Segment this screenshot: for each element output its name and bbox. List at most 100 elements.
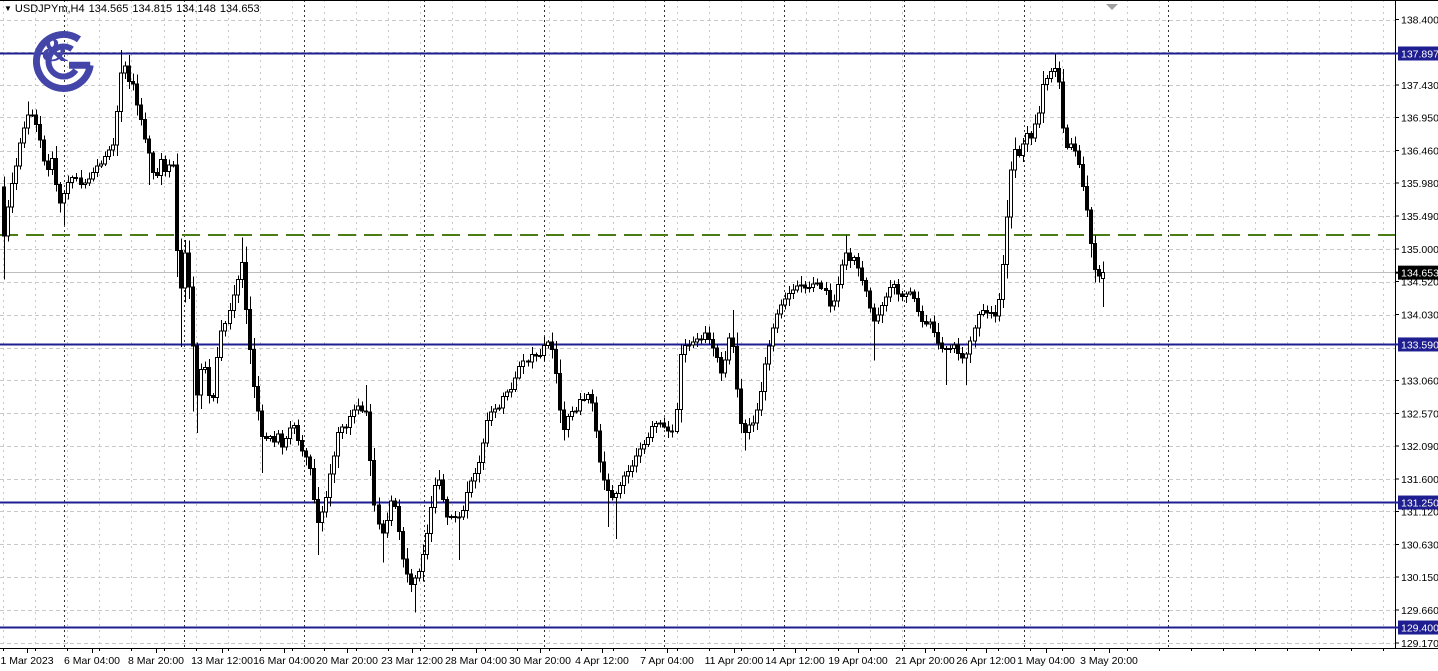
candle-body <box>397 505 401 533</box>
candle-body <box>815 282 819 285</box>
time-axis-label: 11 Apr 20:00 <box>705 655 764 667</box>
candle-body <box>566 416 570 430</box>
candle-body <box>147 138 151 154</box>
chart-header: ▼ USDJPYm,H4 134.565 134.815 134.148 134.653 <box>4 3 264 15</box>
candle-body <box>401 531 405 560</box>
candle-body <box>62 192 66 204</box>
time-axis-label: 14 Apr 12:00 <box>765 655 825 667</box>
candle-body <box>558 372 562 411</box>
candle-body <box>622 475 626 487</box>
price-axis[interactable]: 138.400 137.430 136.950 136.460 135.980 135.4… <box>1395 15 1438 651</box>
candle-body <box>509 388 513 393</box>
candle-body <box>723 359 727 374</box>
candle-body <box>469 480 473 494</box>
candle-body <box>707 332 711 340</box>
candle-body <box>143 118 147 140</box>
logo-outer-g-arc <box>32 30 94 92</box>
candle-body <box>562 409 566 430</box>
candle-body <box>683 345 687 356</box>
broker-watermark-logo: & <box>32 30 94 92</box>
candle-body <box>799 284 803 287</box>
candle-body <box>103 156 107 165</box>
grid-lines <box>0 0 1395 648</box>
candle-body <box>377 504 381 525</box>
candle-body <box>670 430 674 433</box>
candle-body <box>618 485 622 494</box>
candle-body <box>695 338 699 343</box>
candle-body <box>900 293 904 297</box>
candle-body <box>1077 150 1081 166</box>
candle-body <box>614 492 618 498</box>
candle-body <box>381 523 385 534</box>
time-axis-label: 16 Mar 04:00 <box>253 655 315 667</box>
candle-body <box>364 410 368 413</box>
candle-body <box>1037 112 1041 125</box>
candle-body <box>1013 148 1017 171</box>
candle-body <box>207 366 211 397</box>
candle-body <box>1005 216 1009 265</box>
candle-body <box>952 344 956 349</box>
candle-body <box>505 391 509 398</box>
candle-body <box>228 309 232 324</box>
candle-body <box>18 142 22 167</box>
price-tick-label: 130.150 <box>1401 572 1438 584</box>
price-tick-label: 132.570 <box>1401 408 1438 420</box>
candle-body <box>252 349 256 388</box>
price-tick-label: 135.490 <box>1401 211 1438 223</box>
candle-body <box>1073 143 1077 152</box>
candle-body <box>336 431 340 457</box>
candle-body <box>159 159 163 177</box>
symbol-dropdown-icon[interactable]: ▼ <box>4 4 12 13</box>
candle-body <box>123 65 127 74</box>
candle-body <box>284 437 288 448</box>
candle-body <box>880 304 884 316</box>
candle-body <box>989 311 993 314</box>
candle-body <box>811 283 815 288</box>
candle-body <box>924 320 928 325</box>
candle-body <box>711 338 715 349</box>
candle-body <box>739 388 743 424</box>
candle-body <box>779 304 783 315</box>
candle-body <box>268 436 272 440</box>
candle-body <box>586 394 590 400</box>
candle-body <box>743 422 747 433</box>
candle-body <box>272 436 276 443</box>
candle-body <box>977 313 981 329</box>
logo-inner-arc <box>45 43 79 80</box>
candle-body <box>719 357 723 374</box>
candle-body <box>832 300 836 307</box>
candle-body <box>127 65 131 83</box>
candle-body <box>276 433 280 443</box>
candle-body <box>956 344 960 354</box>
candle-body <box>856 257 860 269</box>
candle-body <box>594 402 598 432</box>
candle-body <box>409 573 413 585</box>
candle-body <box>763 363 767 392</box>
candle-body <box>876 314 880 322</box>
candle-body <box>699 338 703 341</box>
candle-body <box>687 344 691 347</box>
time-axis-label: 1 Mar 2023 <box>0 655 53 667</box>
candle-body <box>441 479 445 500</box>
candle-body <box>155 171 159 177</box>
candle-body <box>993 311 997 317</box>
chart-shift-marker-icon[interactable] <box>1106 4 1118 10</box>
candle-body <box>244 261 248 310</box>
logo-ampersand: & <box>41 32 69 69</box>
level-price-badge: 137.897 <box>1401 49 1438 61</box>
time-axis[interactable]: 1 Mar 2023 6 Mar 04:00 8 Mar 20:00 13 Mar 1… <box>0 649 1384 667</box>
candle-body <box>666 426 670 432</box>
candle-body <box>360 405 364 412</box>
candle-body <box>481 442 485 463</box>
candle-body <box>191 286 195 347</box>
candle-body <box>1029 132 1033 139</box>
candle-body <box>485 420 489 444</box>
candle-body <box>944 347 948 350</box>
candle-body <box>920 310 924 322</box>
candle-body <box>42 139 46 162</box>
price-tick-label: 129.660 <box>1401 605 1438 617</box>
candle-body <box>824 287 828 291</box>
candle-body <box>304 450 308 458</box>
candle-body <box>554 349 558 374</box>
